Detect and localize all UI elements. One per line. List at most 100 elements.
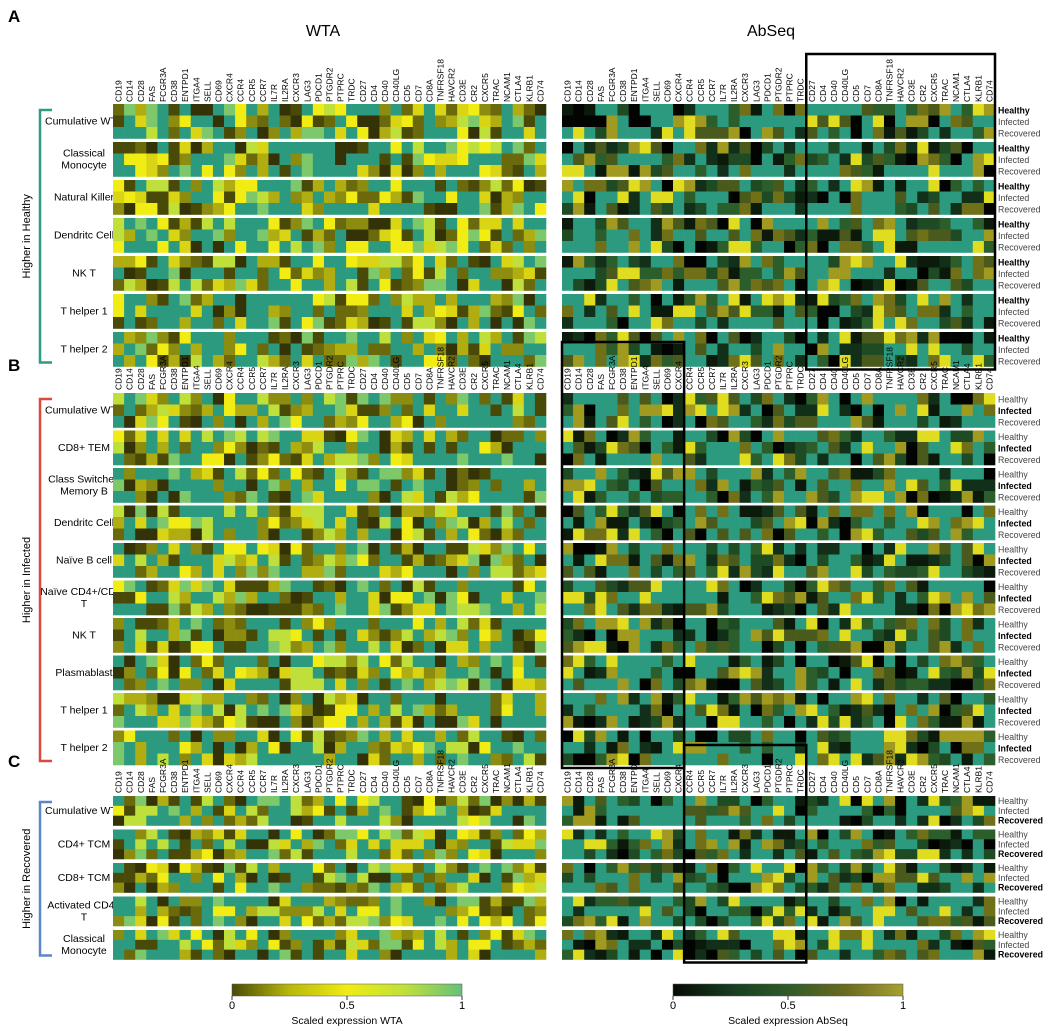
heatmap-cell-wta [434,618,447,630]
heatmap-cell-abseq [828,153,840,166]
heatmap-cell-abseq [961,704,974,717]
heatmap-cell-abseq [895,580,907,593]
heatmap-cell-wta [257,742,269,754]
heatmap-cell-abseq [739,142,752,154]
heatmap-cell-wta [157,815,169,826]
heatmap-cell-abseq [883,629,896,642]
heatmap-cell-wta [401,355,414,367]
heatmap-cell-abseq [950,829,962,840]
heatmap-cell-abseq [795,629,807,642]
heatmap-cell-abseq [761,142,774,154]
heatmap-cell-abseq [961,479,974,492]
heatmap-cell-abseq [728,191,740,204]
heatmap-cell-abseq [661,603,674,616]
heatmap-cell-wta [257,442,269,454]
heatmap-cell-abseq [739,796,752,807]
heatmap-cell-wta [379,180,391,192]
heatmap-cell-wta [390,592,402,604]
heatmap-cell-wta [212,849,225,860]
heatmap-cell-abseq [917,678,929,691]
heatmap-cell-abseq [806,468,818,480]
heatmap-cell-abseq [772,203,785,215]
heatmap-cell-abseq [828,849,840,860]
heatmap-cell-wta [235,863,247,874]
heatmap-cell-abseq [772,641,785,653]
heatmap-cell-abseq [639,815,652,826]
heatmap-cell-wta [268,742,280,754]
heatmap-cell-wta [279,229,291,242]
heatmap-cell-wta [146,165,158,177]
heatmap-cell-abseq [584,229,596,242]
heatmap-cell-wta [412,332,425,344]
heatmap-cell-wta [235,127,247,139]
heatmap-cell-wta [379,343,391,356]
heatmap-cell-wta [379,603,391,616]
heatmap-cell-wta [157,603,169,616]
heatmap-cell-wta [335,805,347,816]
heatmap-cell-wta [412,142,425,154]
heatmap-cell-wta [246,404,258,417]
gene-label-wta: CXCR5 [480,764,490,793]
heatmap-cell-wta [368,279,380,291]
heatmap-cell-wta [368,104,380,116]
heatmap-cell-wta [390,849,402,860]
heatmap-cell-wta [124,730,136,743]
heatmap-cell-wta [368,355,380,367]
heatmap-cell-wta [501,218,513,230]
heatmap-cell-abseq [961,528,974,541]
heatmap-cell-wta [379,479,391,492]
heatmap-cell-wta [412,442,425,454]
heatmap-cell-wta [412,203,425,215]
heatmap-cell-abseq [595,267,607,280]
gene-label-abseq: IL2RA [729,769,739,793]
heatmap-cell-wta [301,566,314,578]
heatmap-cell-abseq [628,815,641,826]
heatmap-cell-abseq [706,317,718,329]
heatmap-cell-abseq [673,305,685,318]
heatmap-cell-abseq [573,279,585,291]
heatmap-cell-abseq [639,453,652,466]
heatmap-cell-wta [113,829,125,840]
heatmap-cell-wta [379,115,391,128]
state-label: Infected [998,307,1029,317]
heatmap-cell-wta [212,641,225,653]
heatmap-cell-abseq [684,203,696,215]
heatmap-cell-abseq [706,416,718,428]
heatmap-cell-abseq [928,849,940,860]
heatmap-cell-wta [401,629,414,642]
heatmap-cell-abseq [906,618,918,630]
heatmap-cell-wta [468,355,480,367]
state-label: Recovered [998,530,1041,540]
heatmap-cell-abseq [939,815,951,826]
heatmap-cell-wta [235,603,247,616]
heatmap-cell-abseq [617,127,629,139]
heatmap-cell-abseq [661,305,674,318]
heatmap-cell-wta [212,479,225,492]
heatmap-cell-wta [124,468,136,480]
heatmap-cell-wta [201,343,214,356]
heatmap-cell-abseq [939,592,951,604]
heatmap-cell-wta [512,256,525,268]
heatmap-cell-wta [179,479,192,492]
heatmap-cell-abseq [573,104,585,116]
heatmap-cell-wta [290,332,303,344]
heatmap-cell-abseq [728,180,740,192]
heatmap-cell-wta [290,267,303,280]
heatmap-cell-abseq [861,404,874,417]
heatmap-cell-wta [212,716,225,728]
heatmap-cell-wta [135,165,147,177]
heatmap-cell-wta [490,603,502,616]
heatmap-cell-wta [190,453,203,466]
heatmap-cell-wta [390,872,402,883]
heatmap-cell-wta [135,332,147,344]
heatmap-cell-wta [246,592,258,604]
heatmap-cell-abseq [728,872,740,883]
heatmap-cell-abseq [562,267,574,280]
gene-label-wta: ENTPD1 [180,356,190,390]
heatmap-cell-wta [257,678,269,691]
heatmap-cell-abseq [728,829,740,840]
heatmap-cell-abseq [673,153,685,166]
heatmap-cell-abseq [817,716,829,728]
heatmap-cell-wta [290,805,303,816]
heatmap-cell-abseq [706,528,718,541]
